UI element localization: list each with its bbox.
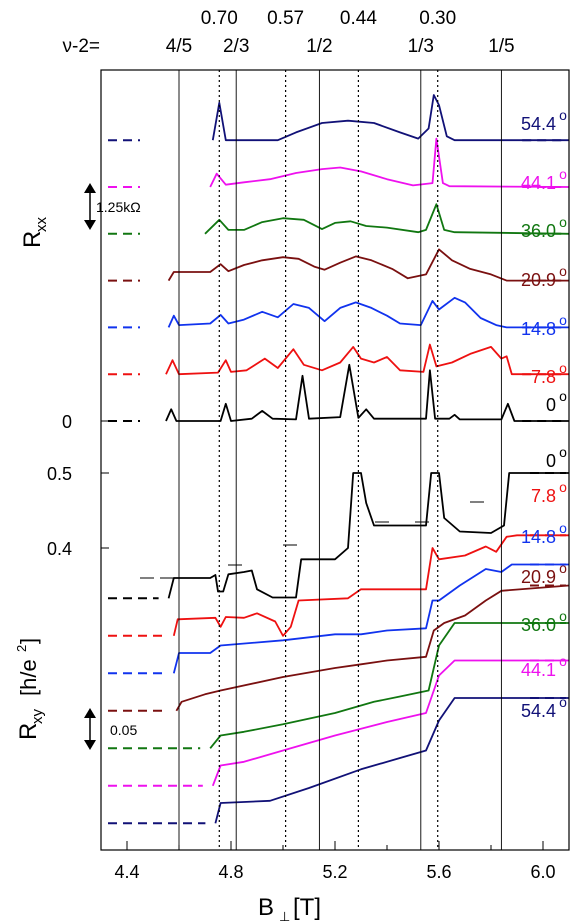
degree-mark: o	[559, 388, 567, 404]
rxx-curve	[165, 343, 569, 376]
nu-prefix-label: ν-2=	[63, 36, 101, 57]
degree-mark: o	[559, 560, 567, 576]
rxy-curve	[175, 584, 570, 712]
rxx-axis-label: R xx	[19, 217, 50, 249]
rxy-y-tick-label: 0.4	[47, 539, 72, 559]
filling-factor-label: 0.30	[419, 8, 456, 29]
rxy-scale-arrow-down	[84, 740, 96, 750]
rxx-angle-label: 14.8	[521, 319, 556, 339]
rxx-angle-label: 54.4	[521, 114, 556, 134]
degree-mark: o	[559, 694, 567, 710]
nu-fraction-label: 1/5	[488, 36, 514, 57]
degree-mark: o	[559, 653, 567, 669]
rxx-angle-label: 7.8	[531, 367, 556, 387]
rxy-axis-label-close: ]	[16, 638, 41, 644]
rxy-axis-label-superscript: 2	[14, 645, 29, 652]
rxy-curve	[214, 697, 569, 824]
rxy-angle-label: 44.1	[521, 660, 556, 680]
degree-mark: o	[559, 312, 567, 328]
degree-mark: o	[559, 107, 567, 123]
x-axis-label-subscript: ⊥	[279, 909, 290, 924]
x-tick-label: 5.2	[322, 862, 347, 882]
rxx-angle-label: 0	[546, 395, 556, 415]
rxx-scale-arrow-down	[84, 220, 96, 230]
nu-fraction-label: 2/3	[223, 36, 249, 57]
nu-fraction-label: 4/5	[166, 36, 192, 57]
rxy-scale-label: 0.05	[110, 722, 137, 738]
filling-factor-label: 0.44	[340, 8, 377, 29]
rxy-angle-label: 20.9	[521, 567, 556, 587]
rxy-curve	[167, 472, 569, 599]
rxy-angle-label: 0	[546, 451, 556, 471]
rxy-axis-label-unit: [h/e	[16, 659, 41, 696]
rxx-panel: 0 o7.8 o14.8 o20.9 o36.0 o44.1 o54.4 o01.25kΩ	[62, 94, 570, 432]
rxy-angle-label: 36.0	[521, 615, 556, 635]
degree-mark: o	[559, 166, 567, 182]
rxx-curve	[209, 137, 570, 188]
rxx-curve	[165, 363, 569, 422]
rxy-curve	[172, 563, 569, 674]
x-axis: 4.4 4.8 5.2 5.6 6.0	[114, 841, 556, 882]
rxy-panel: 0.50.40 o7.8 o14.8 o20.9 o36.0 o44.1 o54.4 o0.0…	[47, 444, 570, 825]
rxx-curve	[211, 94, 569, 142]
degree-mark: o	[559, 444, 567, 460]
degree-mark: o	[559, 520, 567, 536]
degree-mark: o	[559, 360, 567, 376]
rxx-angle-label: 20.9	[521, 270, 556, 290]
rxy-angle-label: 14.8	[521, 527, 556, 547]
x-tick-label: 4.8	[218, 862, 243, 882]
rxx-axis-label-text: R	[19, 231, 46, 248]
rxx-scale-arrow-up	[84, 183, 96, 193]
rxx-angle-label: 44.1	[521, 173, 556, 193]
rxx-zero-label: 0	[62, 412, 72, 432]
rxx-curve	[167, 248, 569, 282]
rxy-scale-arrow-up	[84, 708, 96, 718]
rxx-axis-label-subscript: xx	[33, 217, 50, 233]
x-tick-label: 5.6	[426, 862, 451, 882]
rxy-axis-label-text: R	[15, 723, 42, 740]
filling-factor-label: 0.70	[201, 8, 238, 29]
x-axis-label: B	[258, 894, 274, 921]
rxx-scale-label: 1.25kΩ	[96, 199, 141, 215]
nu-fraction-label: 1/3	[408, 36, 434, 57]
rxx-curve	[167, 296, 569, 329]
degree-mark: o	[559, 214, 567, 230]
rxy-axis-label-subscript: xy	[29, 709, 46, 725]
x-tick-label: 4.4	[114, 862, 139, 882]
degree-mark: o	[559, 608, 567, 624]
degree-mark: o	[559, 479, 567, 495]
filling-factor-label: 0.57	[267, 8, 304, 29]
x-tick-label: 6.0	[530, 862, 555, 882]
filling-factor-labels: ν-2= 0.70 0.57 0.44 0.30 4/5 2/3 1/2 1/3 1/5	[63, 8, 515, 57]
rxy-axis-label: R xy [h/e 2 ]	[14, 638, 46, 740]
rxx-angle-label: 36.0	[521, 221, 556, 241]
rxx-curve	[204, 203, 570, 235]
nu-fraction-label: 1/2	[306, 36, 332, 57]
rxy-angle-label: 54.4	[521, 701, 556, 721]
degree-mark: o	[559, 263, 567, 279]
rxy-angle-label: 7.8	[531, 486, 556, 506]
rxy-curve	[172, 534, 569, 637]
rxy-curve	[211, 659, 569, 787]
x-axis-unit: [T]	[293, 894, 321, 921]
guide-lines	[178, 70, 502, 850]
rxy-y-tick-label: 0.5	[47, 464, 72, 484]
